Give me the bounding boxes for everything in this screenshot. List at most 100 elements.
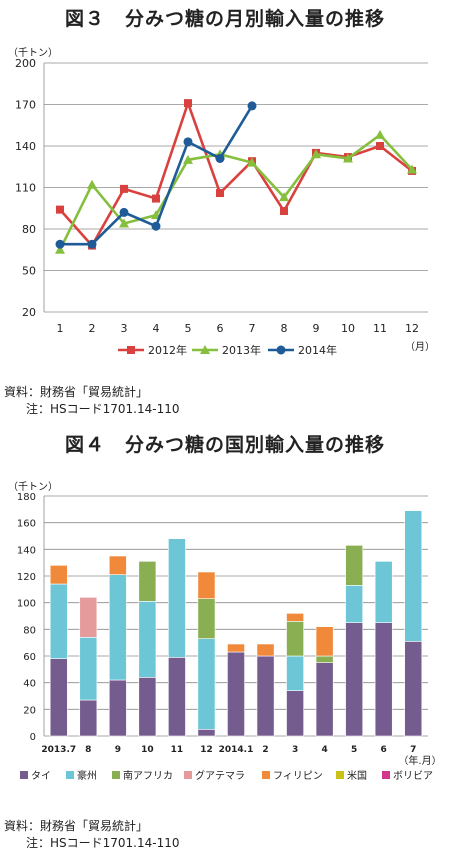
chart2-y-tick-label: 180 (17, 492, 36, 503)
chart2-bar-segment (286, 621, 304, 657)
chart2-legend-label: 南アフリカ (123, 769, 173, 782)
chart2-y-tick-label: 160 (17, 519, 36, 530)
chart2-x-tick-label: 12 (200, 745, 213, 755)
chart1-point (55, 239, 65, 249)
chart1-point (343, 153, 353, 163)
chart1-point (87, 239, 97, 249)
chart2-bar-segment (256, 655, 275, 737)
chart1-x-tick-label: 6 (217, 322, 224, 335)
chart2-bar-segment (404, 641, 423, 737)
chart1-y-unit: （千トン） (8, 48, 58, 59)
chart2-y-tick-label: 140 (17, 545, 36, 556)
chart2-bar-segment (374, 561, 393, 623)
chart1-point (152, 194, 160, 203)
chart1-point (120, 184, 128, 193)
chart2-note: 注：HSコード1701.14-110 (26, 836, 180, 850)
chart2-bar-segment (197, 598, 216, 639)
chart2-y-tick-label: 40 (23, 679, 36, 690)
chart1-point (215, 153, 225, 163)
chart1-x-tick-label: 4 (153, 322, 160, 335)
chart2-y-tick-label: 20 (23, 705, 36, 716)
chart1-point (183, 154, 193, 164)
chart2-legend-swatch (382, 771, 390, 779)
chart2-legend-label: 豪州 (77, 769, 97, 782)
chart2-legend-label: タイ (31, 770, 51, 782)
chart2-legend-label: ボリビア (393, 770, 433, 782)
chart2-y-tick-label: 80 (23, 625, 36, 636)
chart2-x-tick-label: 2 (262, 745, 268, 755)
chart1-point (55, 244, 65, 254)
chart2-legend-swatch (262, 771, 270, 779)
chart2-bar-segment (168, 538, 186, 658)
chart2-bar-segment (256, 643, 275, 657)
chart1-legend-marker (200, 345, 210, 354)
chart2-source: 資料：財務省「貿易統計」 (4, 819, 149, 833)
chart2-bar-segment (227, 643, 245, 653)
chart1-point (376, 142, 384, 150)
chart2-y-tick-label: 60 (23, 652, 36, 663)
chart1-x-tick-label: 3 (121, 322, 128, 335)
chart2-bar-segment (374, 622, 393, 737)
chart1-legend-label: 2013年 (222, 343, 261, 357)
chart1-legend-marker (127, 346, 135, 354)
chart1-point (216, 189, 224, 198)
chart2-title: 図４ 分みつ糖の国別輸入量の推移 (64, 434, 385, 456)
chart2-bar-segment (49, 565, 68, 585)
chart1-y-tick-label: 80 (22, 223, 36, 236)
chart1-legend-marker (276, 345, 286, 355)
chart2-bar-segment (345, 585, 364, 623)
chart2-bar-segment (286, 613, 304, 622)
chart2-bar-segment (138, 561, 157, 602)
chart2-x-tick-label: 2014.1 (219, 745, 254, 755)
chart2-bar-segment (345, 545, 364, 586)
chart2-x-tick-label: 3 (292, 745, 298, 755)
chart1-y-tick-label: 170 (15, 99, 36, 112)
chart2-bar-segment (79, 699, 98, 737)
chart2-bar-segment (108, 555, 127, 575)
chart2-legend-swatch (112, 771, 120, 779)
chart1-x-tick-label: 8 (281, 322, 288, 335)
chart1-point (280, 207, 288, 216)
chart2-x-tick-label: 11 (171, 745, 184, 755)
chart2-legend-label: 米国 (347, 769, 367, 782)
chart1-point (183, 137, 193, 147)
chart2-bar-segment (345, 622, 364, 737)
chart2-bar-segment (49, 583, 68, 659)
chart1-point (247, 157, 257, 167)
chart1-x-tick-label: 2 (89, 322, 96, 335)
chart1-x-tick-label: 9 (313, 322, 320, 335)
chart1-point (311, 149, 321, 159)
chart1-source: 資料：財務省「貿易統計」 (4, 385, 149, 399)
chart1-x-tick-label: 12 (405, 322, 419, 335)
chart1-legend-label: 2012年 (148, 343, 187, 357)
chart2-legend-swatch (20, 771, 28, 779)
chart2-bar-segment (138, 677, 157, 737)
chart2-legend-swatch (66, 771, 74, 779)
chart1-point (247, 101, 257, 111)
chart2-bar-segment (286, 690, 304, 737)
chart1-point (87, 179, 97, 189)
chart1-point (56, 205, 64, 214)
chart2-y-unit: （千トン） (8, 482, 58, 493)
chart1-y-tick-label: 110 (15, 182, 36, 195)
chart1-x-tick-label: 10 (341, 322, 355, 335)
chart1-point (407, 164, 417, 174)
chart2-bar-segment (108, 574, 127, 681)
chart2-x-axis-unit: （年.月） (398, 754, 441, 767)
chart2-legend-swatch (184, 771, 192, 779)
chart1-point (151, 221, 161, 231)
chart2-x-tick-label: 2013.7 (41, 745, 76, 755)
chart1-x-tick-label: 7 (249, 322, 256, 335)
chart2-bar-segment (315, 655, 334, 663)
chart2-bar-segment (286, 655, 304, 691)
chart2-x-tick-label: 4 (321, 745, 327, 755)
chart2-stacked-bar-chart: 0 20 40 60 80 100 120 140 160 180 2013.7 8 9 10 11 12 20… (17, 492, 442, 782)
chart2-y-tick-label: 100 (17, 599, 36, 610)
chart1-legend-label: 2014年 (298, 343, 337, 357)
chart2-bar-segment (79, 597, 98, 638)
chart2-bar-segment (49, 658, 68, 737)
chart2-x-tick-label: 7 (410, 745, 416, 755)
chart2-x-tick-label: 10 (141, 745, 154, 755)
chart2-bar-segment (108, 679, 127, 737)
chart2-bar-segment (315, 626, 334, 657)
